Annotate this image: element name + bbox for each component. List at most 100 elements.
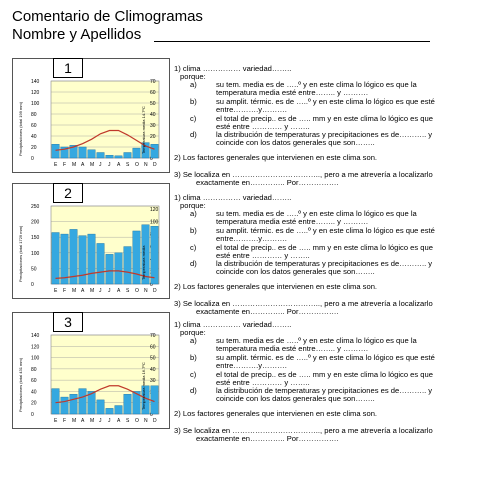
- page-title: Comentario de Climogramas: [12, 8, 203, 25]
- question-3-l2: porque:: [180, 328, 206, 337]
- precipitation-bar: [78, 146, 87, 159]
- precipitation-bar: [60, 396, 69, 415]
- question-3-c2: esté entre ………… y ……..: [216, 378, 310, 387]
- question-2-d-key: d): [190, 259, 197, 268]
- month-label: A: [117, 418, 121, 424]
- precipitation-bar: [51, 232, 60, 285]
- question-3-a1: su tem. media es de …..º y en este clima…: [216, 336, 417, 345]
- question-1-a2: temperatura media esté entre…….. y ……….: [216, 88, 368, 97]
- y-tick-label: 100: [31, 101, 40, 107]
- question-1-b-key: b): [190, 97, 197, 106]
- month-label: J: [108, 288, 111, 294]
- y-tick-label: 50: [31, 266, 37, 272]
- precipitation-bar: [114, 252, 123, 285]
- precipitation-bar: [150, 226, 159, 285]
- y2-tick-label: 70: [150, 333, 156, 339]
- question-3-d-key: d): [190, 386, 197, 395]
- precipitation-bar: [96, 152, 105, 159]
- question-2-l1: 1) clima …………… variedad……..: [174, 193, 292, 202]
- month-label: J: [108, 162, 111, 168]
- question-2-d2: coincide con los datos generales que son…: [216, 267, 375, 276]
- question-2-a-key: a): [190, 209, 197, 218]
- question-2-q3b: exactamente en………….. Por…………….: [196, 307, 339, 316]
- y2-axis-label: Temperatura media 16.7ºC: [141, 362, 146, 410]
- precipitation-bar: [60, 146, 69, 159]
- y-tick-label: 60: [31, 378, 37, 384]
- precipitation-bar: [105, 254, 114, 285]
- question-2-d1: la distribución de temperaturas y precip…: [216, 259, 433, 268]
- question-1-l1: 1) clima …………… variedad……..: [174, 64, 292, 73]
- precipitation-bar: [123, 152, 132, 159]
- precipitation-bar: [96, 243, 105, 285]
- precipitation-bar: [105, 155, 114, 159]
- month-label: J: [108, 418, 111, 424]
- y-tick-label: 60: [31, 123, 37, 129]
- y-tick-label: 140: [31, 79, 40, 85]
- y2-tick-label: 0: [150, 282, 153, 288]
- y2-axis-label: Temperatura media: [141, 245, 146, 280]
- y-tick-label: 20: [31, 145, 37, 151]
- y-tick-label: 120: [31, 344, 40, 350]
- precipitation-bar: [51, 388, 60, 415]
- temperature-line: [55, 270, 155, 279]
- y-tick-label: 20: [31, 401, 37, 407]
- question-1-d-key: d): [190, 130, 197, 139]
- y2-tick-label: 50: [150, 101, 156, 107]
- climograph-chart-2: 050100150200250020406080100120EFMAMJJASO…: [18, 204, 160, 294]
- month-label: F: [63, 418, 66, 424]
- month-label: A: [81, 418, 85, 424]
- question-2-b1: su amplit. térmic. es de …..º y en este …: [216, 226, 435, 235]
- question-3-c-key: c): [190, 370, 197, 379]
- precipitation-bar: [78, 235, 87, 285]
- month-label: M: [72, 162, 76, 168]
- question-2-c2: esté entre ………… y ……..: [216, 251, 310, 260]
- climograph-panel-2: 050100150200250020406080100120EFMAMJJASO…: [12, 183, 170, 299]
- question-2-c1: el total de precip.. es de ….. mm y en e…: [216, 243, 433, 252]
- precipitation-bar: [132, 230, 141, 285]
- y2-tick-label: 100: [150, 220, 159, 226]
- precipitation-bar: [114, 405, 123, 415]
- precipitation-bar: [87, 149, 96, 159]
- question-3-a2: temperatura media esté entre…….. y ……….: [216, 344, 368, 353]
- name-blank-line[interactable]: [154, 41, 430, 42]
- month-label: A: [81, 162, 85, 168]
- month-label: D: [153, 418, 157, 424]
- climograph-chart-3: 020406080100120140010203040506070EFMAMJJ…: [18, 333, 160, 424]
- plot-area: [50, 80, 160, 159]
- question-1-q3b: exactamente en………….. Por…………….: [196, 178, 339, 187]
- y-tick-label: 80: [31, 367, 37, 373]
- y2-tick-label: 0: [150, 156, 153, 162]
- question-1-b2: entre……….y……….: [216, 105, 287, 114]
- question-3-d2: coincide con los datos generales que son…: [216, 394, 375, 403]
- precipitation-bar: [123, 394, 132, 415]
- question-1-c-key: c): [190, 114, 197, 123]
- month-label: S: [126, 288, 130, 294]
- question-3-q2: 2) Los factores generales que interviene…: [174, 409, 378, 418]
- precipitation-bar: [60, 233, 69, 285]
- month-label: A: [117, 288, 121, 294]
- precipitation-bar: [123, 246, 132, 285]
- question-1-q2: 2) Los factores generales que interviene…: [174, 153, 378, 162]
- y-axis-label: Precipitaciones (total 199 mm): [18, 101, 23, 156]
- month-label: J: [99, 418, 102, 424]
- month-label: J: [99, 288, 102, 294]
- precipitation-bar: [141, 142, 150, 159]
- y2-axis-label: Temperatura media 14.7ºC: [141, 106, 146, 154]
- month-label: D: [153, 162, 157, 168]
- precipitation-bar: [87, 233, 96, 285]
- question-1-d2: coincide con los datos generales que son…: [216, 138, 375, 147]
- month-label: S: [126, 162, 130, 168]
- month-label: M: [72, 418, 76, 424]
- month-label: N: [144, 162, 148, 168]
- question-3-b2: entre……….y……….: [216, 361, 287, 370]
- month-label: A: [117, 162, 121, 168]
- y2-tick-label: 120: [150, 207, 159, 213]
- month-label: J: [99, 162, 102, 168]
- y-tick-label: 0: [31, 412, 34, 418]
- month-label: N: [144, 418, 148, 424]
- month-label: M: [90, 162, 94, 168]
- month-label: E: [54, 418, 58, 424]
- question-3-q3a: 3) Se localiza en …………………………….., pero a …: [174, 426, 433, 435]
- month-label: F: [63, 288, 66, 294]
- month-label: F: [63, 162, 66, 168]
